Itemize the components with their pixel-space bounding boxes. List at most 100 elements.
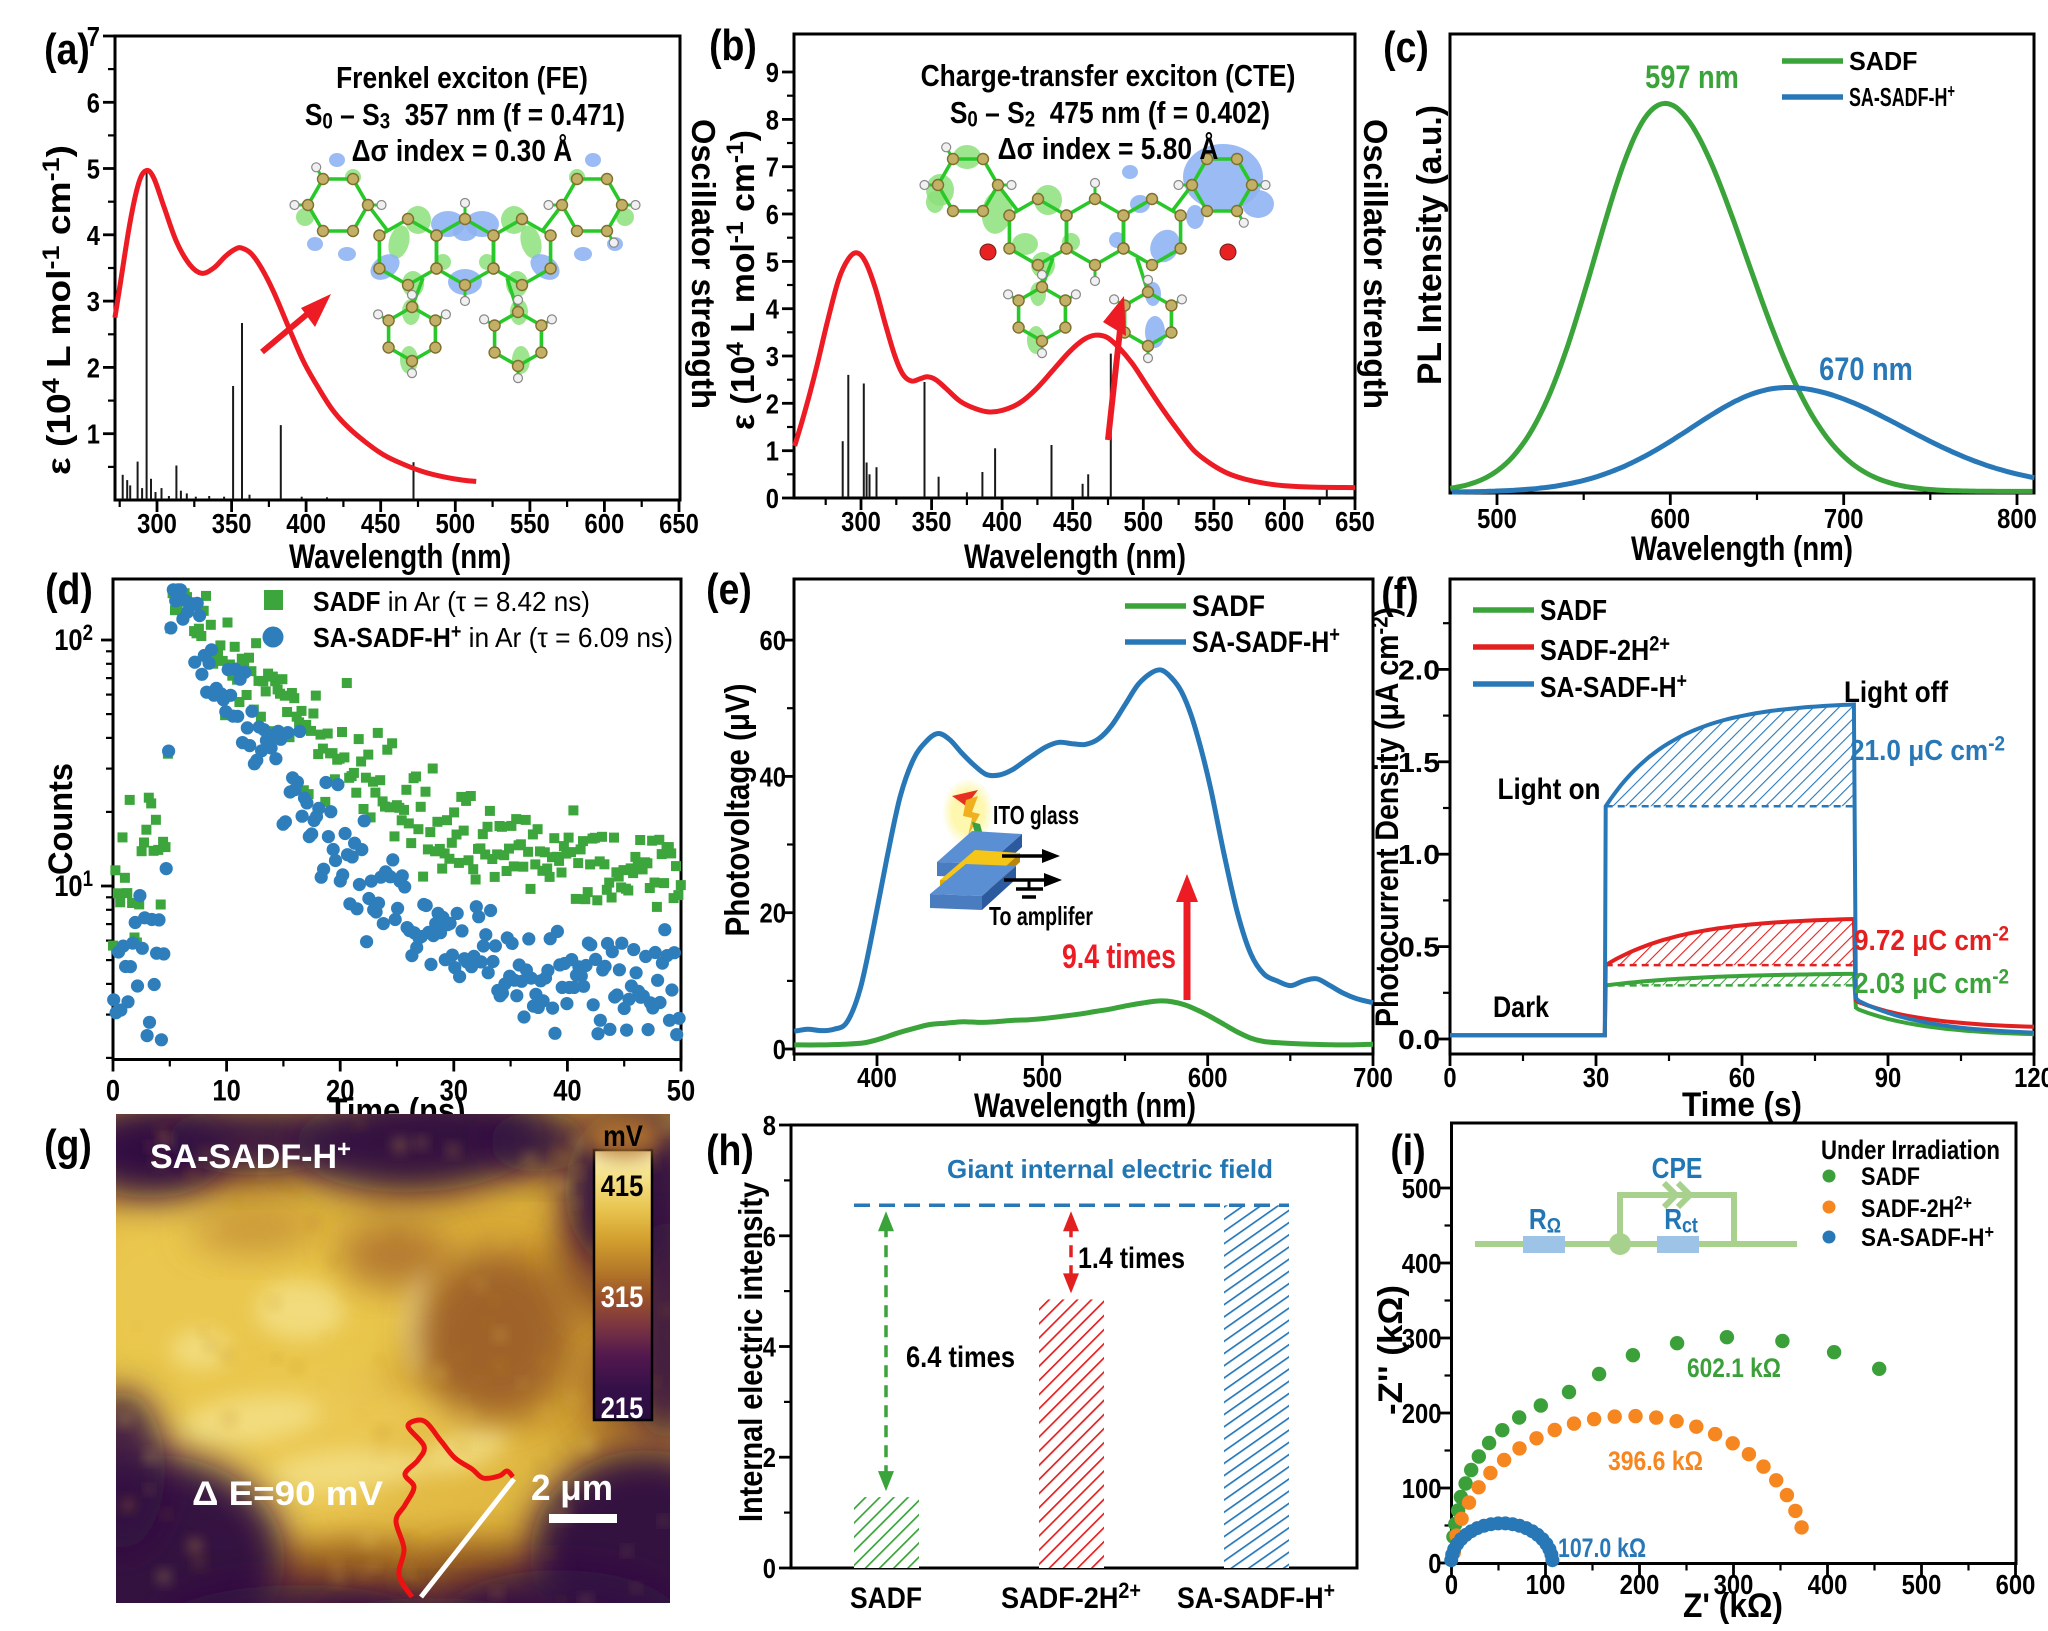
svg-text:4: 4 [87, 220, 101, 251]
svg-text:90: 90 [1875, 1062, 1902, 1093]
svg-text:Frenkel exciton (FE): Frenkel exciton (FE) [336, 60, 588, 95]
svg-text:200: 200 [1402, 1398, 1442, 1429]
svg-text:450: 450 [361, 508, 401, 539]
svg-text:R: R [1664, 1204, 1682, 1236]
svg-text:+: + [1947, 81, 1955, 102]
svg-text:Oscillator strength: Oscillator strength [685, 119, 722, 409]
svg-text:SADF: SADF [1540, 595, 1607, 627]
svg-text:SADF: SADF [850, 1582, 922, 1615]
svg-text:2+: 2+ [1118, 1578, 1141, 1603]
svg-text:Photocurrent Density (μA cm: Photocurrent Density (μA cm [1369, 635, 1405, 1027]
svg-text:SA-SADF-H: SA-SADF-H [1540, 672, 1677, 704]
svg-text:500: 500 [1402, 1173, 1442, 1204]
svg-text:Wavelength (nm): Wavelength (nm) [289, 538, 511, 576]
svg-text:Oscillator strength: Oscillator strength [1357, 119, 1394, 409]
svg-text:Dark: Dark [1493, 991, 1549, 1024]
svg-text:0: 0 [1443, 1062, 1456, 1093]
svg-text:20: 20 [326, 1075, 354, 1108]
svg-text:SA-SADF-H: SA-SADF-H [1192, 626, 1329, 659]
svg-text:SA-SADF-H: SA-SADF-H [1861, 1224, 1985, 1252]
svg-text:S: S [305, 97, 323, 132]
svg-text:0.5: 0.5 [1398, 932, 1440, 963]
svg-text:597 nm: 597 nm [1645, 59, 1739, 95]
svg-text:+: + [337, 1136, 351, 1163]
svg-text:SA-SADF-H: SA-SADF-H [1849, 82, 1947, 112]
svg-text:SA-SADF-H: SA-SADF-H [1177, 1582, 1324, 1615]
svg-text:2.0: 2.0 [1398, 654, 1440, 685]
svg-text:700: 700 [1824, 503, 1864, 534]
svg-text:2.03 μC cm: 2.03 μC cm [1854, 968, 1992, 1000]
svg-text:8: 8 [766, 104, 779, 135]
svg-text:-2: -2 [1988, 732, 2005, 755]
svg-text:4: 4 [722, 341, 749, 355]
svg-text:(g): (g) [44, 1121, 92, 1170]
svg-text:400: 400 [1402, 1248, 1442, 1279]
svg-text:Under Irradiation: Under Irradiation [1821, 1135, 2000, 1165]
svg-text:6: 6 [87, 87, 100, 118]
svg-text:0: 0 [1445, 1569, 1458, 1600]
svg-text:-Z'' (kΩ): -Z'' (kΩ) [1372, 1285, 1410, 1415]
svg-text:650: 650 [659, 508, 699, 539]
svg-text:2: 2 [763, 1442, 776, 1473]
svg-text:0.0: 0.0 [1398, 1024, 1440, 1055]
svg-text:3: 3 [380, 109, 390, 134]
svg-text:2: 2 [1025, 107, 1035, 132]
svg-text:+: + [1677, 669, 1688, 692]
svg-text:7: 7 [766, 152, 779, 183]
svg-text:670 nm: 670 nm [1819, 351, 1913, 387]
svg-text:0: 0 [766, 483, 779, 514]
svg-text:2: 2 [83, 620, 93, 645]
svg-text:To amplifer: To amplifer [989, 901, 1093, 931]
svg-text:(h): (h) [706, 1126, 754, 1175]
svg-text:415: 415 [601, 1170, 644, 1203]
svg-text:215: 215 [601, 1392, 644, 1425]
svg-text:200: 200 [1620, 1569, 1660, 1600]
svg-text:6.4 times: 6.4 times [906, 1341, 1015, 1374]
svg-text:450: 450 [1053, 506, 1093, 537]
svg-text:0: 0 [763, 1553, 776, 1584]
svg-text:475 nm (f = 0.402): 475 nm (f = 0.402) [1035, 95, 1270, 130]
svg-text:SA-SADF-H: SA-SADF-H [313, 622, 451, 653]
svg-text:600: 600 [1996, 1569, 2036, 1600]
svg-text:(i): (i) [1390, 1126, 1425, 1175]
svg-text:357 nm (f = 0.471): 357 nm (f = 0.471) [390, 97, 625, 132]
svg-text:40: 40 [760, 761, 787, 792]
svg-text:500: 500 [1022, 1062, 1062, 1093]
svg-text:SADF-2H: SADF-2H [1540, 635, 1649, 667]
svg-text:Δσ index = 5.80 Å: Δσ index = 5.80 Å [998, 131, 1219, 166]
svg-text:9.4 times: 9.4 times [1062, 938, 1176, 976]
svg-text:-2: -2 [1992, 922, 2009, 945]
svg-text:9: 9 [766, 57, 779, 88]
svg-text:40: 40 [553, 1075, 581, 1108]
svg-text:ε (10: ε (10 [40, 393, 77, 475]
svg-text:5: 5 [87, 154, 100, 185]
svg-text:0: 0 [967, 107, 977, 132]
svg-text:SADF: SADF [1861, 1163, 1920, 1191]
svg-text:100: 100 [1526, 1569, 1566, 1600]
svg-text:6: 6 [763, 1221, 776, 1252]
svg-text:21.0 μC cm: 21.0 μC cm [1850, 735, 1988, 767]
svg-text:R: R [1529, 1204, 1547, 1236]
svg-text:Internal electric intensity: Internal electric intensity [732, 1181, 769, 1522]
svg-text:120: 120 [2014, 1062, 2048, 1093]
svg-text:S: S [950, 95, 968, 130]
svg-text:100: 100 [1402, 1473, 1442, 1504]
svg-text:700: 700 [1353, 1062, 1393, 1093]
svg-text:SA-SADF-H: SA-SADF-H [150, 1138, 337, 1176]
svg-text:+: + [1329, 622, 1340, 647]
svg-text:0: 0 [322, 109, 332, 134]
svg-text:8: 8 [763, 1110, 776, 1141]
svg-text:107.0 kΩ: 107.0 kΩ [1558, 1533, 1646, 1563]
svg-text:+: + [1985, 1222, 1995, 1242]
svg-text:SADF: SADF [1849, 46, 1918, 76]
svg-text:ct: ct [1682, 1215, 1698, 1238]
svg-text:Light on: Light on [1498, 773, 1601, 806]
svg-text:500: 500 [1477, 503, 1517, 534]
svg-text:10: 10 [212, 1075, 240, 1108]
svg-text:– S: – S [333, 97, 380, 132]
svg-text:L mol: L mol [724, 243, 761, 342]
svg-text:in Ar (τ = 6.09 ns): in Ar (τ = 6.09 ns) [461, 622, 673, 653]
svg-text:400: 400 [286, 508, 326, 539]
svg-text:Δσ index = 0.30 Å: Δσ index = 0.30 Å [352, 133, 573, 168]
svg-text:1.5: 1.5 [1398, 747, 1440, 778]
